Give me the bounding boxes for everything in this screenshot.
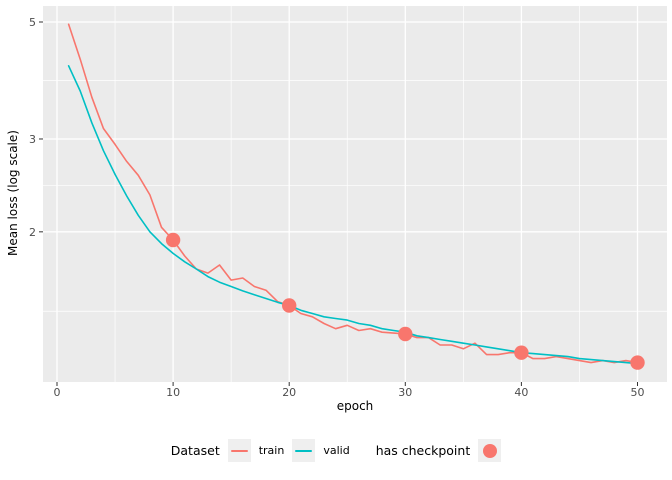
legend: Dataset train valid has checkpoint	[0, 439, 672, 462]
x-tick-label: 50	[631, 386, 645, 399]
legend-key-valid	[292, 439, 316, 462]
checkpoint-dot-swatch	[482, 443, 497, 458]
train-line	[67, 23, 639, 364]
y-tick-label: 2	[29, 226, 36, 239]
checkpoint-dot	[398, 326, 413, 342]
x-tick-label: 10	[166, 386, 180, 399]
train-line-swatch	[230, 449, 248, 452]
x-axis-title: epoch	[336, 399, 374, 413]
x-tick-label: 30	[398, 386, 412, 399]
valid-line-swatch	[295, 449, 313, 452]
y-tick-label: 5	[29, 16, 36, 29]
legend-label-valid: valid	[323, 444, 350, 457]
loss-chart: 0 10 20 30 40 50 5 3 2	[29, 6, 667, 399]
checkpoint-dot	[630, 355, 645, 370]
legend-label-train: train	[258, 444, 285, 457]
legend-key-checkpoint	[478, 439, 502, 462]
y-tick-label: 3	[29, 133, 36, 146]
checkpoint-dot	[282, 298, 297, 313]
checkpoint-dot	[165, 232, 181, 248]
checkpoint-dot	[514, 345, 529, 360]
x-tick-label: 20	[282, 386, 296, 399]
legend-title-dataset: Dataset	[170, 443, 220, 458]
x-tick-label: 40	[514, 386, 528, 399]
valid-line	[67, 65, 639, 365]
legend-title-checkpoint: has checkpoint	[375, 443, 471, 458]
x-tick-label: 0	[54, 386, 61, 399]
legend-key-train	[227, 439, 251, 462]
y-axis-title: Mean loss (log scale)	[6, 130, 20, 256]
plot-panel	[43, 6, 667, 382]
